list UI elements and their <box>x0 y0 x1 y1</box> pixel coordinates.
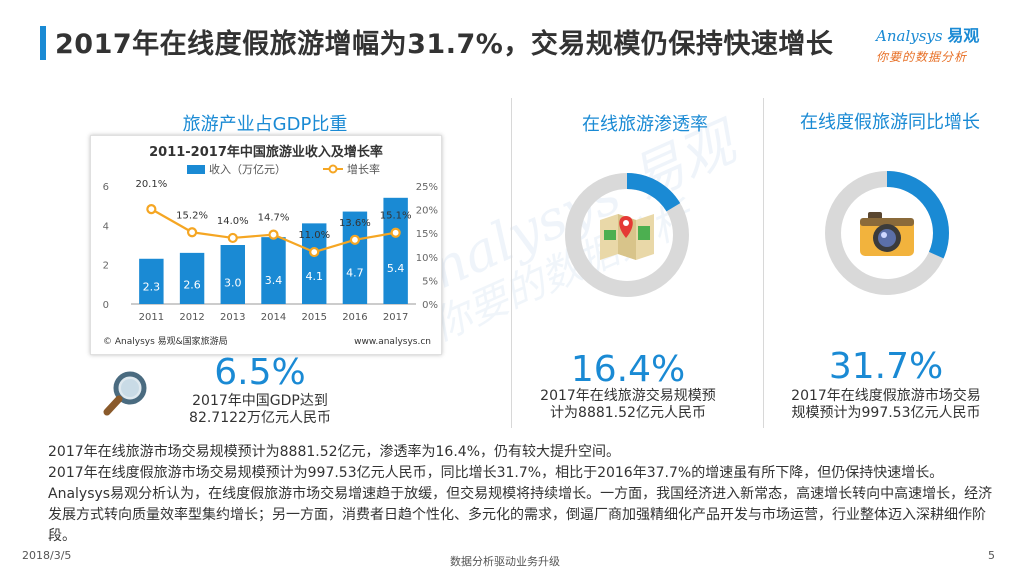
y-right-tick-label: 5% <box>422 276 438 287</box>
growth-rate-label: 15.1% <box>380 211 412 222</box>
chart-title: 2011-2017年中国旅游业收入及增长率 <box>149 144 383 160</box>
vacation-desc-line2: 规模预计为997.53亿元人民币 <box>791 405 981 421</box>
gdp-desc-line1: 2017年中国GDP达到 <box>192 393 328 409</box>
analysis-text: 2017年在线旅游市场交易规模预计为8881.52亿元，渗透率为16.4%，仍有… <box>48 442 1000 547</box>
growth-rate-point <box>227 232 238 244</box>
growth-rate-point <box>309 246 320 258</box>
magnifier-icon <box>103 371 147 416</box>
logo-wordmark: Analysys 易观 <box>876 22 1006 46</box>
analysis-line-1: 2017年在线旅游市场交易规模预计为8881.52亿元，渗透率为16.4%，仍有… <box>48 444 620 460</box>
x-tick-label: 2016 <box>342 312 367 323</box>
y-left-tick-label: 6 <box>103 182 109 193</box>
title-accent-bar <box>40 26 46 60</box>
growth-rate-point <box>390 227 401 238</box>
x-tick-label: 2017 <box>383 312 408 323</box>
penetration-section-title: 在线旅游渗透率 <box>582 114 708 135</box>
penetration-desc-line1: 2017年在线旅游交易规模预 <box>540 388 716 404</box>
y-right-tick-label: 0% <box>422 300 438 311</box>
y-left-tick-label: 4 <box>103 221 109 232</box>
bar-value-label: 3.0 <box>224 276 242 289</box>
logo-slogan: 你要的数据分析 <box>876 50 968 64</box>
growth-rate-point <box>146 204 157 215</box>
gdp-desc-line2: 82.7122万亿元人民币 <box>189 410 331 426</box>
gdp-big-number: 6.5% <box>214 352 306 393</box>
penetration-donut <box>565 173 689 297</box>
penetration-desc-line2: 计为8881.52亿元人民币 <box>550 405 706 421</box>
logo-mark: A <box>876 27 887 45</box>
chart-svg: 2011-2017年中国旅游业收入及增长率 收入（万亿元） 增长率 0 2 4 6 0%… <box>103 144 438 347</box>
y-right-tick-label: 25% <box>416 182 438 193</box>
growth-rate-point <box>186 227 198 238</box>
growth-rate-label: 14.0% <box>217 216 249 227</box>
divider-2 <box>763 98 764 428</box>
y-left-tick-label: 2 <box>103 261 109 272</box>
vacation-section-title: 在线度假旅游同比增长 <box>800 112 980 133</box>
footer-date: 2018/3/5 <box>22 549 72 562</box>
bar-value-label: 4.1 <box>305 270 323 283</box>
footer-slogan: 数据分析驱动业务升级 <box>450 555 560 568</box>
bar-value-label: 4.7 <box>346 266 364 279</box>
bar-value-label: 5.4 <box>387 262 405 275</box>
bar-value-label: 2.6 <box>183 279 201 292</box>
y-left-tick-label: 0 <box>103 300 109 311</box>
bar <box>139 258 164 304</box>
logo-text: nalysys <box>886 27 943 45</box>
vacation-desc-line1: 2017年在线度假旅游市场交易 <box>791 388 981 404</box>
growth-rate-label: 20.1% <box>135 179 167 190</box>
bar <box>220 245 245 304</box>
analysis-line-2: 2017年在线度假旅游市场交易规模预计为997.53亿元人民币，同比增长31.7… <box>48 465 944 481</box>
bar <box>261 237 286 304</box>
growth-rate-label: 13.6% <box>339 218 371 229</box>
tourism-revenue-chart: 2011-2017年中国旅游业收入及增长率 收入（万亿元） 增长率 0 2 4 6 0%… <box>90 135 442 355</box>
divider-1 <box>511 98 512 428</box>
page-title: 2017年在线度假旅游增幅为31.7%，交易规模仍保持快速增长 <box>55 29 834 60</box>
y-right-tick-label: 10% <box>416 253 438 264</box>
bar <box>342 211 368 304</box>
bar <box>179 252 205 304</box>
x-tick-label: 2012 <box>179 312 204 323</box>
footer-page-number: 5 <box>988 549 995 562</box>
legend-bar-label: 收入（万亿元） <box>209 162 286 176</box>
logo-cn: 易观 <box>947 26 980 45</box>
x-tick-label: 2015 <box>301 312 326 323</box>
penetration-desc: 2017年在线旅游交易规模预 计为8881.52亿元人民币 <box>528 388 728 422</box>
y-right-tick-label: 20% <box>416 206 438 217</box>
gdp-desc: 2017年中国GDP达到 82.7122万亿元人民币 <box>170 393 350 427</box>
legend-line-label: 增长率 <box>347 162 380 176</box>
analysis-line-3: Analysys易观分析认为，在线度假旅游市场交易增速趋于放缓，但交易规模将持续… <box>48 486 993 544</box>
legend-bar-swatch <box>187 165 205 174</box>
growth-rate-label: 11.0% <box>298 230 330 241</box>
x-tick-label: 2013 <box>220 312 245 323</box>
x-tick-label: 2014 <box>261 312 286 323</box>
vacation-donut <box>825 171 949 295</box>
analysys-logo: Analysys 易观 你要的数据分析 <box>876 22 1006 72</box>
growth-rate-label: 14.7% <box>258 213 290 224</box>
bar-value-label: 3.4 <box>265 274 283 287</box>
gdp-section-title: 旅游产业占GDP比重 <box>182 114 348 135</box>
camera-icon <box>860 212 914 256</box>
y-right-tick-label: 15% <box>416 229 438 240</box>
chart-source-left: © Analysys 易观&国家旅游局 <box>103 335 228 347</box>
penetration-ring-value <box>565 173 689 297</box>
growth-rate-point <box>268 229 279 240</box>
growth-rate-label: 15.2% <box>176 210 208 221</box>
growth-rate-point <box>349 234 361 245</box>
vacation-desc: 2017年在线度假旅游市场交易 规模预计为997.53亿元人民币 <box>778 388 994 422</box>
legend-line-marker <box>328 164 338 174</box>
map-icon <box>600 214 654 260</box>
penetration-big-number: 16.4% <box>570 349 686 390</box>
chart-plot-area: 0 2 4 6 0% 5% 10% 15% 20% 25% 2.3 2011 2.6 2012 3.0 201… <box>103 179 438 323</box>
chart-source-right: www.analysys.cn <box>354 337 431 347</box>
bar <box>302 223 327 304</box>
vacation-big-number: 31.7% <box>828 346 944 387</box>
vacation-ring-value <box>825 171 949 295</box>
bar-value-label: 2.3 <box>143 280 161 293</box>
x-tick-label: 2011 <box>139 312 164 323</box>
bar <box>383 197 408 304</box>
